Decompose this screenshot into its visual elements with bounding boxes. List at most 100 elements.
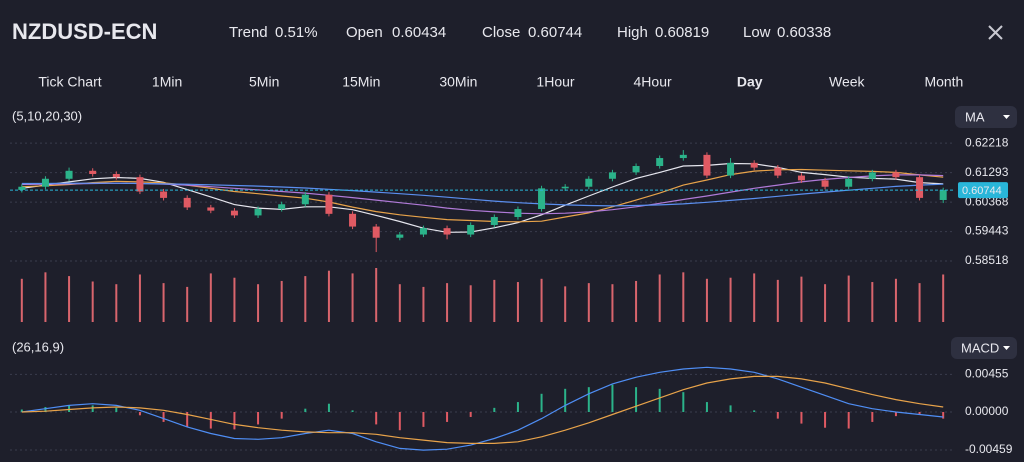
volume-bar [209,273,212,322]
volume-bar [280,280,283,322]
macd-bar [824,412,827,428]
y-tick-label: 0.59443 [965,224,1009,238]
y-tick-label: -0.00459 [965,442,1013,456]
stat-label: Trend [229,24,268,41]
volume-bar [68,276,71,322]
candle-body [301,194,309,205]
timeframe-tab[interactable]: 1Hour [536,74,574,90]
macd-bar [138,412,141,416]
indicator-line [21,375,944,444]
macd-bar [658,388,661,412]
timeframe-tab[interactable]: 4Hour [634,74,672,90]
volume-bar [682,272,685,322]
volume-bar [942,274,945,322]
macd-bar [493,407,496,412]
candle-body [419,228,427,235]
macd-bar [398,412,401,431]
stat-value: 0.60744 [528,24,582,41]
last-price-label: 0.60744 [962,185,1002,197]
macd-bar [635,387,638,412]
volume-bar [257,284,260,322]
candle-body [727,162,735,176]
stats: Trend 0.51% Open 0.60434 Close 0.60744 High 0.6… [229,24,831,41]
candle-body [774,167,782,176]
volume-bar [824,284,827,322]
timeframe-tab[interactable]: 15Min [342,74,380,90]
candle-body [18,186,26,190]
candle-body [703,154,711,176]
candle-body [396,234,404,238]
candle-body [821,180,829,187]
volume-bar [469,285,472,322]
macd-bar [753,410,756,412]
macd-bar [729,405,732,412]
candle-body [65,170,73,179]
macd-bar [327,403,330,412]
volume-bar [871,282,874,322]
timeframe-tab[interactable]: 30Min [439,74,477,90]
macd-bar [44,407,47,412]
macd-bar [422,412,425,427]
volume-bar [162,283,165,322]
volume-bar [658,274,661,322]
candle-body [750,162,758,168]
volume-bar [635,280,638,322]
timeframe-tab[interactable]: Day [737,74,763,90]
volume-bar [847,275,850,322]
macd-bar [375,412,378,425]
candle-body [797,175,805,181]
timeframe-tab[interactable]: Week [829,74,866,90]
candle-body [538,188,546,210]
candle-body [136,177,144,192]
macd-bar [918,412,921,415]
macd-bar [209,412,212,429]
macd-bar [115,407,118,412]
dropdown-arrow [1003,115,1010,119]
macd-bar [540,393,543,412]
indicator-line [21,182,944,207]
candle-body [325,194,333,214]
close-button[interactable] [988,25,1003,40]
volume-bar [540,278,543,322]
candle-body [514,209,522,218]
indicator-button[interactable]: MA [955,106,1017,128]
indicator-button-bg [951,337,1017,359]
indicator-name: MA [965,109,985,124]
chart-panels: (5,10,20,30) MA0.622180.612930.603680.594… [10,106,1017,456]
timeframe-tabs: Tick Chart 1Min 5Min 15Min 30Min 1Hour 4Hour Da… [38,74,963,90]
macd-bar [587,387,590,412]
timeframe-tab[interactable]: 5Min [249,74,279,90]
y-tick-label: 0.00455 [965,367,1009,381]
volume-bar [44,272,47,322]
volume-bar [918,283,921,322]
volume-bar [138,274,141,322]
timeframe-tab[interactable]: Month [924,74,963,90]
macd-bar [611,384,614,412]
volume-bar [20,278,23,322]
volume-bar [115,284,118,322]
stat-label: Low [743,24,771,41]
volume-bar [564,286,567,322]
y-tick-label: 0.61293 [965,165,1009,179]
volume-bar [493,279,496,322]
timeframe-tab[interactable]: 1Min [152,74,182,90]
candle-body [608,172,616,179]
macd-bar [446,412,449,422]
candle-body [868,172,876,179]
candle-body [679,154,687,159]
dropdown-arrow [1003,346,1010,350]
timeframe-tab[interactable]: Tick Chart [38,74,101,90]
candle-body [230,210,238,216]
volume-bar [516,282,519,322]
macd-bar [894,412,897,417]
y-tick-label: 0.58518 [965,253,1009,267]
volume-bar [327,270,330,322]
volume-bar [753,273,756,322]
stat-value: 0.60819 [655,24,709,41]
candle-body [845,178,853,187]
macd-bar [280,412,283,419]
indicator-button[interactable]: MACD [951,337,1017,359]
